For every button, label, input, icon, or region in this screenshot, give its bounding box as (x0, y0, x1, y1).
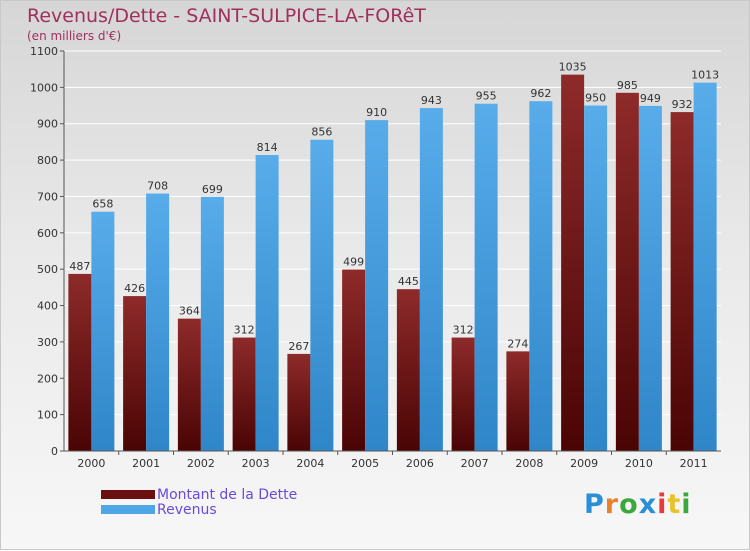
bars (68, 74, 717, 452)
x-tick-label: 2005 (351, 457, 379, 470)
data-label: 708 (147, 180, 168, 193)
x-tick-label: 2000 (77, 457, 105, 470)
data-label: 955 (476, 90, 497, 103)
x-tick-label: 2003 (242, 457, 270, 470)
y-tick-label: 100 (37, 409, 58, 422)
bar-dette (232, 337, 256, 451)
bar-dette (342, 269, 366, 451)
y-tick-label: 1100 (30, 45, 58, 58)
y-tick-label: 300 (37, 336, 58, 349)
bar-revenus (200, 196, 224, 451)
x-tick-label: 2008 (515, 457, 543, 470)
data-label: 985 (617, 79, 638, 92)
data-label: 962 (530, 87, 551, 100)
y-tick-label: 200 (37, 372, 58, 385)
data-label: 950 (585, 92, 606, 105)
bar-revenus (419, 108, 443, 451)
bar-revenus (365, 120, 389, 451)
data-label: 932 (672, 98, 693, 111)
gridlines (64, 50, 721, 452)
legend-label-debt: Montant de la Dette (157, 486, 298, 503)
bar-dette (451, 337, 475, 451)
bar-dette (561, 74, 585, 452)
data-label: 943 (421, 94, 442, 107)
bar-revenus (91, 211, 115, 451)
legend-item-debt: Montant de la Dette (101, 486, 298, 503)
x-tick-label: 2006 (406, 457, 434, 470)
data-label: 364 (179, 305, 200, 318)
data-label: 910 (366, 106, 387, 119)
legend-item-revenus: Revenus (101, 501, 297, 518)
proxiti-logo: Proxiti (584, 489, 692, 520)
y-tick-label: 500 (37, 263, 58, 276)
data-label: 267 (288, 340, 309, 353)
data-label: 814 (257, 141, 278, 154)
data-label: 445 (398, 275, 419, 288)
x-tick-label: 2009 (570, 457, 598, 470)
bar-revenus (310, 139, 334, 451)
data-label: 1035 (559, 61, 587, 74)
chart-subtitle: (en milliers d'€) (27, 29, 122, 43)
y-tick-label: 600 (37, 227, 58, 240)
x-tick-label: 2001 (132, 457, 160, 470)
data-label: 487 (69, 260, 90, 273)
legend: Montant de la Dette Revenus (101, 486, 298, 518)
bar-dette (396, 289, 420, 451)
y-tick-label: 400 (37, 300, 58, 313)
y-tick-label: 900 (37, 118, 58, 131)
bar-revenus (584, 105, 608, 451)
bar-revenus (474, 103, 498, 452)
legend-swatch-debt (101, 490, 155, 499)
bar-dette (670, 112, 694, 451)
value-labels: 487 658 426 708 364 699 312 814 267 856 499 910 445 9… (69, 61, 719, 353)
axes: 0 100 200 300 400 500 600 700 800 900 1000 1100 2000… (30, 45, 721, 470)
data-label: 1013 (691, 69, 719, 82)
bar-revenus (146, 193, 170, 451)
bar-dette (68, 273, 92, 451)
data-label: 312 (234, 324, 255, 337)
bar-revenus (638, 105, 662, 451)
bar-dette (123, 296, 147, 451)
data-label: 274 (507, 337, 528, 350)
x-tick-label: 2010 (625, 457, 653, 470)
data-label: 426 (124, 282, 145, 295)
data-label: 856 (311, 126, 332, 139)
bar-revenus (693, 82, 717, 452)
x-tick-label: 2007 (461, 457, 489, 470)
x-tick-label: 2004 (296, 457, 324, 470)
data-label: 499 (343, 256, 364, 269)
legend-label-revenus: Revenus (157, 501, 217, 518)
bar-dette (506, 351, 530, 451)
y-tick-label: 800 (37, 154, 58, 167)
x-tick-label: 2011 (680, 457, 708, 470)
y-tick-label: 700 (37, 190, 58, 203)
legend-swatch-revenus (101, 505, 155, 514)
data-label: 949 (640, 92, 661, 105)
x-tick-label: 2002 (187, 457, 215, 470)
bar-revenus (529, 101, 553, 451)
data-label: 699 (202, 183, 223, 196)
data-label: 312 (453, 324, 474, 337)
bar-dette (177, 318, 201, 451)
bar-revenus (255, 155, 279, 451)
bar-dette (615, 92, 639, 452)
chart-title: Revenus/Dette - SAINT-SULPICE-LA-FORêT (27, 5, 426, 27)
data-label: 658 (92, 198, 113, 211)
y-tick-label: 1000 (30, 81, 58, 94)
bar-dette (287, 353, 311, 451)
y-tick-label: 0 (51, 445, 58, 458)
